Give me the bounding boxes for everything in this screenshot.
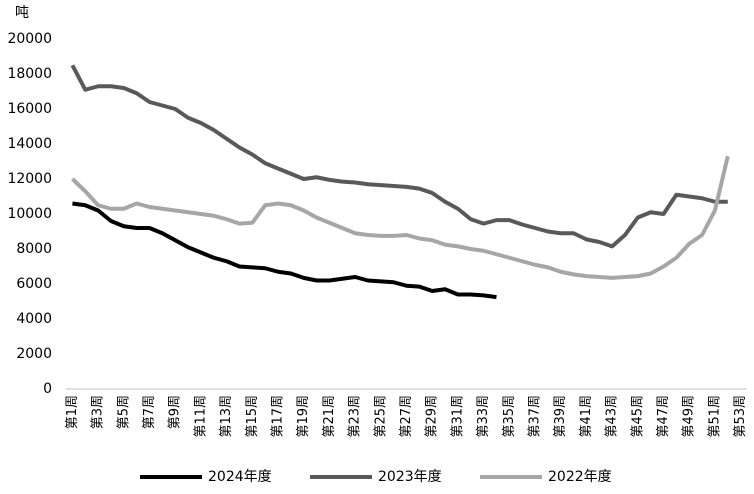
x-tick-label: 第29周 xyxy=(425,395,440,438)
x-tick-label: 第37周 xyxy=(528,395,543,438)
legend-label: 2023年度 xyxy=(378,469,442,485)
y-tick-label: 2000 xyxy=(16,346,52,362)
x-tick-label: 第53周 xyxy=(733,395,748,438)
x-tick-label: 第47周 xyxy=(656,395,671,438)
y-tick-label: 14000 xyxy=(7,136,52,152)
x-tick-label: 第43周 xyxy=(605,395,620,438)
x-tick-label: 第31周 xyxy=(450,395,465,438)
x-tick-label: 第51周 xyxy=(707,395,722,438)
x-tick-label: 第11周 xyxy=(193,395,208,438)
y-tick-label: 4000 xyxy=(16,311,52,327)
x-tick-label: 第45周 xyxy=(630,395,645,438)
x-tick-label: 第9周 xyxy=(168,395,183,429)
x-tick-label: 第49周 xyxy=(682,395,697,438)
x-tick-label: 第27周 xyxy=(399,395,414,438)
x-tick-label: 第3周 xyxy=(91,395,106,429)
x-tick-label: 第5周 xyxy=(116,395,131,429)
x-tick-label: 第17周 xyxy=(271,395,286,438)
series-line xyxy=(72,201,497,300)
y-tick-label: 18000 xyxy=(7,66,52,82)
x-tick-label: 第13周 xyxy=(219,395,234,438)
x-tick-label: 第41周 xyxy=(579,395,594,438)
y-tick-label: 10000 xyxy=(7,206,52,222)
series-line xyxy=(70,64,728,249)
x-tick-label: 第1周 xyxy=(65,395,80,429)
y-tick-label: 8000 xyxy=(16,241,52,257)
y-tick-label: 16000 xyxy=(7,101,52,117)
series-line xyxy=(71,155,730,280)
x-tick-label: 第21周 xyxy=(322,395,337,438)
x-tick-label: 第25周 xyxy=(373,395,388,438)
x-tick-label: 第35周 xyxy=(502,395,517,438)
x-tick-label: 第19周 xyxy=(296,395,311,438)
legend-label: 2024年度 xyxy=(208,469,272,485)
x-tick-label: 第39周 xyxy=(553,395,568,438)
legend-label: 2022年度 xyxy=(548,469,612,485)
y-axis-label: 吨 xyxy=(15,5,29,21)
y-tick-label: 12000 xyxy=(7,171,52,187)
x-tick-label: 第15周 xyxy=(245,395,260,438)
y-tick-label: 6000 xyxy=(16,276,52,292)
x-tick-label: 第23周 xyxy=(348,395,363,438)
y-tick-label: 0 xyxy=(43,381,52,397)
y-tick-label: 20000 xyxy=(7,31,52,47)
x-tick-label: 第33周 xyxy=(476,395,491,438)
x-tick-label: 第7周 xyxy=(142,395,157,429)
